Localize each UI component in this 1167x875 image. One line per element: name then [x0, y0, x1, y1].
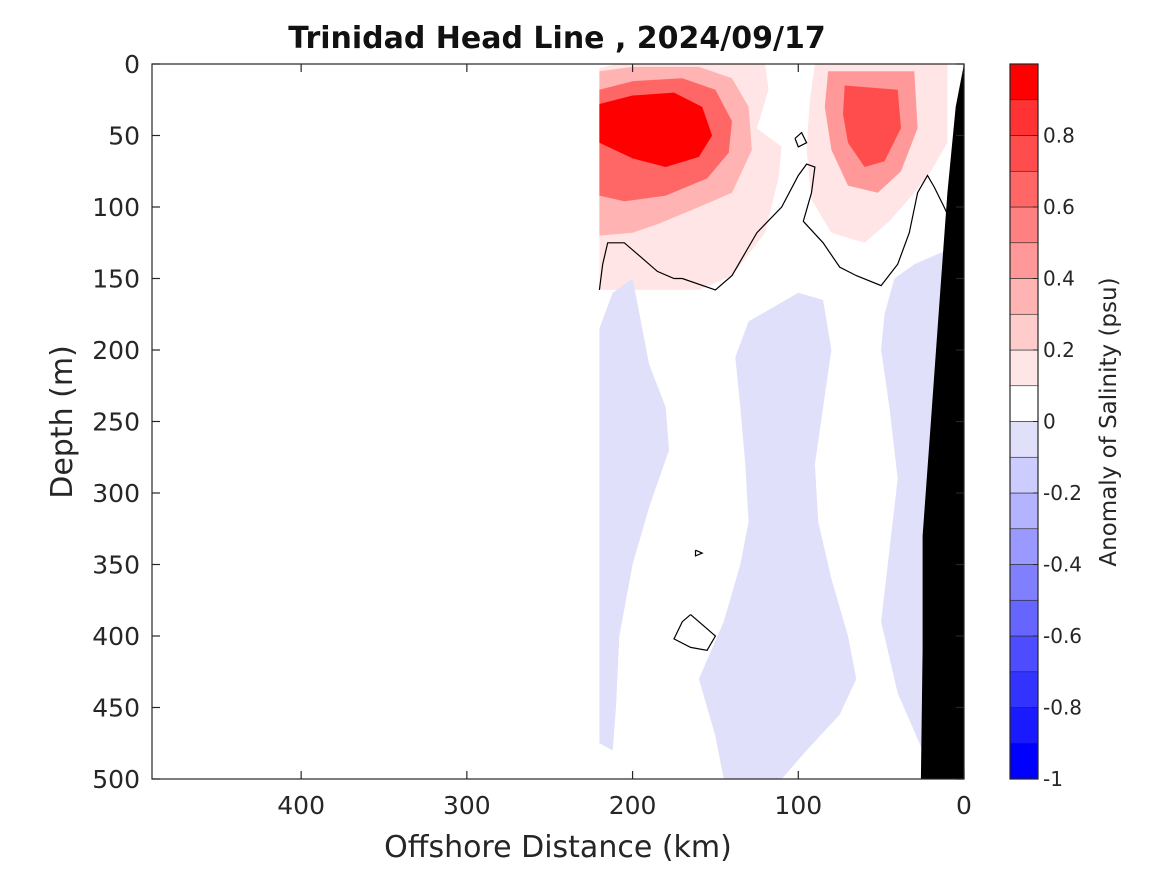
- chart-title: Trinidad Head Line , 2024/09/17: [288, 21, 825, 56]
- colorbar-swatch: [1009, 421, 1039, 458]
- colorbar-tick-label: 0.2: [1043, 338, 1075, 362]
- colorbar-swatch: [1009, 707, 1039, 744]
- colorbar-swatch: [1009, 313, 1039, 351]
- zero-contour-upper: [598, 163, 957, 291]
- colorbar: 0.8 0.6 0.4 0.2 0 -0.2 -0.4 -0.6 -0.8 -1: [1009, 63, 1082, 791]
- y-tick-label: 250: [92, 408, 140, 437]
- colorbar-swatch: [1009, 99, 1039, 136]
- colorbar-swatch: [1009, 242, 1039, 279]
- y-tick-label: 450: [92, 694, 140, 723]
- y-tick-label: 50: [108, 122, 140, 151]
- colorbar-swatch: [1009, 385, 1039, 422]
- negative-anomaly-west: [599, 278, 669, 751]
- colorbar-tick-label: -0.2: [1043, 481, 1082, 505]
- x-tick-label: 300: [443, 791, 491, 820]
- colorbar-label: Anomaly of Salinity (psu): [1096, 277, 1122, 566]
- zero-contour-loop-2: [673, 614, 717, 651]
- colorbar-swatch: [1009, 278, 1039, 315]
- colorbar-swatch: [1009, 63, 1039, 101]
- colorbar-tick-label: 0.8: [1043, 124, 1075, 148]
- colorbar-swatch: [1009, 528, 1039, 565]
- positive-anomaly-core-left-max: [599, 92, 713, 167]
- colorbar-swatch: [1009, 170, 1039, 208]
- plot-area: [151, 63, 965, 780]
- x-axis: 400 300 200 100 0: [277, 64, 972, 820]
- zero-contour-small-loop-3: [694, 549, 704, 557]
- colorbar-tick-label: 0: [1043, 410, 1056, 434]
- seafloor-bathymetry: [920, 64, 964, 779]
- positive-anomaly-right-max: [843, 85, 901, 167]
- colorbar-tick-label: -0.4: [1043, 553, 1082, 577]
- negative-anomaly-middle: [698, 292, 857, 779]
- colorbar-tick-label: 0.4: [1043, 267, 1075, 291]
- x-axis-label: Offshore Distance (km): [384, 830, 732, 865]
- colorbar-swatch: [1009, 206, 1039, 244]
- y-tick-label: 300: [92, 479, 140, 508]
- colorbar-tick-label: -0.8: [1043, 696, 1082, 720]
- y-axis: 0 50 100 150 200 250 300 350 400 450 500: [92, 50, 964, 794]
- colorbar-tick-label: 0.6: [1043, 195, 1075, 219]
- y-tick-label: 100: [92, 193, 140, 222]
- colorbar-swatch: [1009, 671, 1039, 708]
- y-tick-label: 400: [92, 622, 140, 651]
- colorbar-swatch: [1009, 635, 1039, 673]
- y-tick-label: 150: [92, 265, 140, 294]
- y-tick-label: 0: [124, 50, 140, 79]
- y-tick-label: 350: [92, 551, 140, 580]
- y-tick-label: 500: [92, 765, 140, 794]
- x-tick-label: 400: [277, 791, 325, 820]
- y-tick-label: 200: [92, 336, 140, 365]
- colorbar-swatch: [1009, 742, 1039, 780]
- colorbar-swatch: [1009, 492, 1039, 530]
- colorbar-swatch: [1009, 349, 1039, 387]
- y-axis-label: Depth (m): [45, 345, 80, 499]
- colorbar-swatch: [1009, 599, 1039, 637]
- colorbar-swatch: [1009, 564, 1039, 601]
- colorbar-tick-label: -0.6: [1043, 624, 1082, 648]
- zero-contour-small-loop-1: [794, 131, 808, 148]
- x-tick-label: 0: [956, 791, 972, 820]
- colorbar-tick-label: -1: [1043, 767, 1063, 791]
- colorbar-swatch: [1009, 456, 1039, 494]
- x-tick-label: 100: [774, 791, 822, 820]
- colorbar-swatch: [1009, 135, 1039, 172]
- x-tick-label: 200: [609, 791, 657, 820]
